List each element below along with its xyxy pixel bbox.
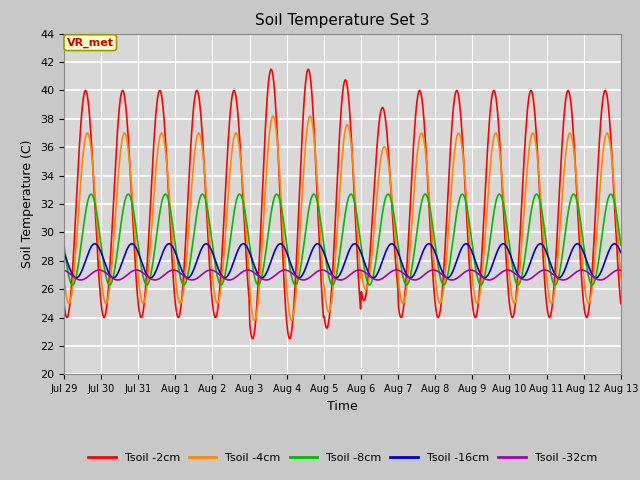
Tsoil -2cm bbox=[214, 309, 221, 315]
Tsoil -4cm bbox=[214, 300, 221, 306]
Tsoil -2cm bbox=[304, 66, 312, 72]
Tsoil -4cm bbox=[412, 169, 419, 175]
Tsoil -4cm bbox=[269, 113, 277, 119]
Tsoil -4cm bbox=[251, 318, 259, 324]
Line: Tsoil -4cm: Tsoil -4cm bbox=[64, 116, 621, 321]
Tsoil -8cm bbox=[71, 279, 79, 285]
Tsoil -8cm bbox=[412, 239, 419, 245]
Text: VR_met: VR_met bbox=[67, 37, 114, 48]
Tsoil -4cm bbox=[428, 231, 436, 237]
Tsoil -4cm bbox=[127, 181, 135, 187]
X-axis label: Time: Time bbox=[327, 400, 358, 413]
Tsoil -16cm bbox=[214, 263, 221, 269]
Tsoil -32cm bbox=[127, 269, 135, 275]
Tsoil -8cm bbox=[215, 279, 223, 285]
Tsoil -16cm bbox=[70, 274, 78, 279]
Tsoil -32cm bbox=[412, 277, 419, 283]
Tsoil -4cm bbox=[617, 274, 625, 279]
Tsoil -8cm bbox=[617, 242, 625, 248]
Tsoil -8cm bbox=[60, 242, 68, 248]
Tsoil -2cm bbox=[70, 242, 78, 248]
Tsoil -32cm bbox=[60, 267, 68, 273]
Tsoil -16cm bbox=[127, 241, 135, 247]
Tsoil -32cm bbox=[214, 270, 221, 276]
Tsoil -2cm bbox=[428, 255, 436, 261]
Tsoil -2cm bbox=[127, 191, 135, 196]
Tsoil -16cm bbox=[518, 275, 525, 281]
Tsoil -32cm bbox=[411, 277, 419, 283]
Tsoil -8cm bbox=[129, 205, 137, 211]
Tsoil -32cm bbox=[70, 274, 78, 280]
Tsoil -4cm bbox=[184, 238, 192, 243]
Tsoil -2cm bbox=[617, 300, 625, 306]
Tsoil -32cm bbox=[428, 267, 436, 273]
Tsoil -32cm bbox=[392, 267, 400, 273]
Tsoil -8cm bbox=[68, 282, 76, 288]
Tsoil -4cm bbox=[60, 274, 68, 279]
Tsoil -2cm bbox=[60, 300, 68, 306]
Line: Tsoil -32cm: Tsoil -32cm bbox=[64, 270, 621, 280]
Tsoil -8cm bbox=[428, 217, 436, 223]
Line: Tsoil -2cm: Tsoil -2cm bbox=[64, 69, 621, 339]
Tsoil -4cm bbox=[70, 269, 78, 275]
Tsoil -2cm bbox=[184, 195, 192, 201]
Tsoil -32cm bbox=[184, 276, 192, 282]
Tsoil -16cm bbox=[536, 241, 544, 247]
Line: Tsoil -8cm: Tsoil -8cm bbox=[64, 194, 621, 285]
Tsoil -8cm bbox=[87, 191, 95, 197]
Tsoil -2cm bbox=[285, 336, 293, 342]
Tsoil -16cm bbox=[410, 272, 418, 277]
Title: Soil Temperature Set 3: Soil Temperature Set 3 bbox=[255, 13, 429, 28]
Tsoil -16cm bbox=[617, 250, 625, 255]
Tsoil -2cm bbox=[412, 113, 419, 119]
Y-axis label: Soil Temperature (C): Soil Temperature (C) bbox=[22, 140, 35, 268]
Tsoil -16cm bbox=[60, 250, 68, 255]
Line: Tsoil -16cm: Tsoil -16cm bbox=[64, 244, 621, 278]
Tsoil -16cm bbox=[426, 241, 434, 247]
Tsoil -8cm bbox=[186, 264, 193, 269]
Tsoil -32cm bbox=[617, 267, 625, 273]
Tsoil -16cm bbox=[184, 275, 192, 281]
Legend: Tsoil -2cm, Tsoil -4cm, Tsoil -8cm, Tsoil -16cm, Tsoil -32cm: Tsoil -2cm, Tsoil -4cm, Tsoil -8cm, Tsoi… bbox=[83, 448, 602, 467]
